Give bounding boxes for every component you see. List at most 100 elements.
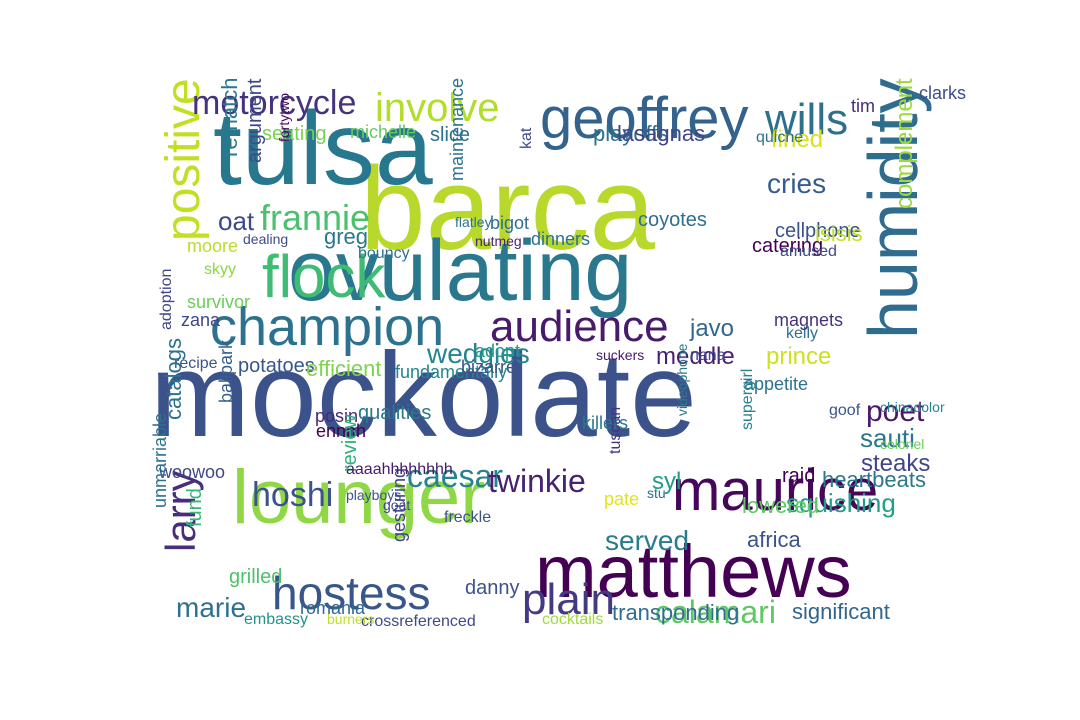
- cloud-word-greg: greg: [324, 224, 369, 249]
- cloud-word-flock: flock: [262, 243, 386, 310]
- cloud-word-sauti: sauti: [860, 423, 915, 453]
- cloud-word-barca: barca: [360, 143, 656, 275]
- cloud-word-recipe: recipe: [174, 355, 218, 372]
- cloud-word-fined: fined: [771, 126, 824, 153]
- cloud-word-maintenance: maintenance: [447, 78, 467, 182]
- cloud-word-matthews: matthews: [535, 530, 852, 613]
- cloud-word-geoffrey: geoffrey: [540, 86, 749, 151]
- cloud-word-bizarre: bizarre: [461, 357, 517, 377]
- cloud-word-clarks: clarks: [918, 83, 966, 103]
- cloud-word-burners: burners: [327, 611, 375, 627]
- cloud-word-skyy: skyy: [204, 261, 236, 278]
- cloud-word-seating: seating: [262, 123, 327, 145]
- cloud-word-isisis: isisis: [815, 221, 863, 246]
- cloud-word-cries: cries: [767, 168, 827, 199]
- cloud-word-playboys: playboys: [346, 487, 402, 503]
- cloud-word-lasagnas: lasagnas: [617, 121, 706, 146]
- cloud-word-suckers: suckers: [596, 347, 645, 363]
- cloud-word-goof: goof: [829, 402, 861, 419]
- cloud-word-adoption: adoption: [158, 268, 175, 330]
- cloud-word-twinkie: twinkie: [488, 463, 586, 499]
- cloud-word-fortytwo: fortytwo: [276, 92, 292, 142]
- cloud-word-slice: slice: [430, 124, 471, 146]
- cloud-word-wills: wills: [765, 95, 849, 144]
- cloud-word-squishing: squishing: [786, 488, 896, 518]
- cloud-word-involve: involve: [375, 86, 500, 130]
- cloud-word-killers: killers: [582, 413, 629, 433]
- cloud-word-appetite: appetite: [744, 374, 809, 394]
- cloud-word-significant: significant: [792, 599, 890, 624]
- cloud-word-stu: stu: [647, 485, 666, 501]
- cloud-word-embassy: embassy: [244, 611, 309, 628]
- cloud-word-videophone: videophone: [674, 343, 690, 416]
- cloud-word-ballpark: ballpark: [216, 339, 236, 403]
- cloud-word-served: served: [605, 525, 690, 556]
- cloud-word-meddle: meddle: [656, 343, 735, 370]
- cloud-word-adopt: adopt: [475, 341, 521, 361]
- cloud-word-unmarriable: unmarriable: [150, 412, 170, 508]
- cloud-word-aaaahhhhhhhh: aaaahhhhhhhh: [346, 461, 453, 478]
- cloud-word-complement: complement: [891, 78, 918, 209]
- cloud-word-argument: argument: [244, 78, 266, 163]
- cloud-word-woowoo: woowoo: [159, 462, 226, 482]
- cloud-word-kat: kat: [518, 127, 535, 149]
- cloud-word-rematch: rematch: [217, 78, 242, 158]
- cloud-word-cocktails: cocktails: [542, 611, 604, 628]
- cloud-word-quiche: quiche: [756, 129, 804, 146]
- cloud-word-audience: audience: [490, 302, 669, 351]
- cloud-word-lowered: lowered: [742, 493, 820, 518]
- cloud-word-supergirl: supergirl: [739, 368, 756, 430]
- word-cloud: mockolate barca tulsa ovulating lounger matth…: [148, 78, 966, 634]
- cloud-word-champion: champion: [210, 297, 445, 357]
- cloud-word-motorcycle: motorcycle: [192, 84, 357, 122]
- cloud-word-pate: pate: [604, 489, 640, 509]
- cloud-word-qualities: qualities: [358, 402, 432, 424]
- cloud-word-calamari: calamari: [655, 594, 776, 630]
- cloud-word-hostess: hostess: [272, 567, 431, 619]
- cloud-word-romania: romania: [300, 598, 366, 618]
- cloud-word-flatley: flatley: [455, 214, 492, 230]
- cloud-word-tuscan: tuscan: [607, 406, 624, 454]
- cloud-word-magnets: magnets: [774, 310, 844, 330]
- cloud-word-amused: amused: [780, 243, 837, 260]
- cloud-word-ennnh: ennnh: [316, 421, 367, 441]
- cloud-word-lounger: lounger: [232, 455, 486, 540]
- cloud-word-tulsa: tulsa: [213, 91, 433, 207]
- cloud-word-goat: goat: [383, 497, 411, 513]
- cloud-word-dealing: dealing: [243, 231, 289, 247]
- cloud-word-raid: raid: [782, 465, 816, 487]
- cloud-word-zana: zana: [181, 310, 221, 330]
- cloud-word-africa: africa: [747, 527, 801, 552]
- cloud-word-poet: poet: [866, 395, 925, 428]
- cloud-word-javo: javo: [690, 315, 735, 342]
- cloud-word-danny: danny: [465, 577, 520, 599]
- cloud-word-oat: oat: [218, 206, 255, 236]
- cloud-word-maurice: maurice: [672, 458, 879, 523]
- cloud-word-mockolate: mockolate: [150, 328, 697, 462]
- cloud-word-frannie: frannie: [260, 197, 371, 238]
- cloud-word-catalogs: catalogs: [161, 338, 186, 420]
- cloud-word-bigot: bigot: [490, 213, 530, 233]
- cloud-word-tim: tim: [851, 96, 875, 116]
- cloud-word-catering: catering: [752, 235, 824, 257]
- cloud-word-caesar: caesar: [407, 458, 504, 494]
- cloud-word-chinadolor: chinadolor: [880, 399, 945, 415]
- cloud-word-freckle: freckle: [444, 509, 492, 526]
- cloud-word-survivor: survivor: [187, 292, 251, 312]
- cloud-word-transponding: transponding: [612, 600, 740, 625]
- cloud-word-potatoes: potatoes: [238, 355, 315, 377]
- cloud-word-wedgies: wedgies: [427, 338, 530, 369]
- cloud-word-moore: moore: [187, 236, 239, 256]
- cloud-word-steaks: steaks: [861, 450, 931, 477]
- cloud-word-plain: plain: [522, 575, 615, 624]
- cloud-word-colonel: colonel: [880, 436, 925, 452]
- cloud-word-grilled: grilled: [229, 566, 283, 588]
- cloud-word-posin: posin: [315, 406, 359, 426]
- cloud-word-hoshi: hoshi: [252, 476, 334, 514]
- cloud-word-cellphone: cellphone: [775, 220, 861, 242]
- cloud-word-playoffs: playoffs: [593, 121, 669, 146]
- cloud-word-michelle: michelle: [350, 122, 417, 142]
- cloud-word-prince: prince: [766, 343, 832, 370]
- cloud-word-efficient: efficient: [306, 356, 382, 381]
- cloud-word-fund: fund: [184, 488, 206, 527]
